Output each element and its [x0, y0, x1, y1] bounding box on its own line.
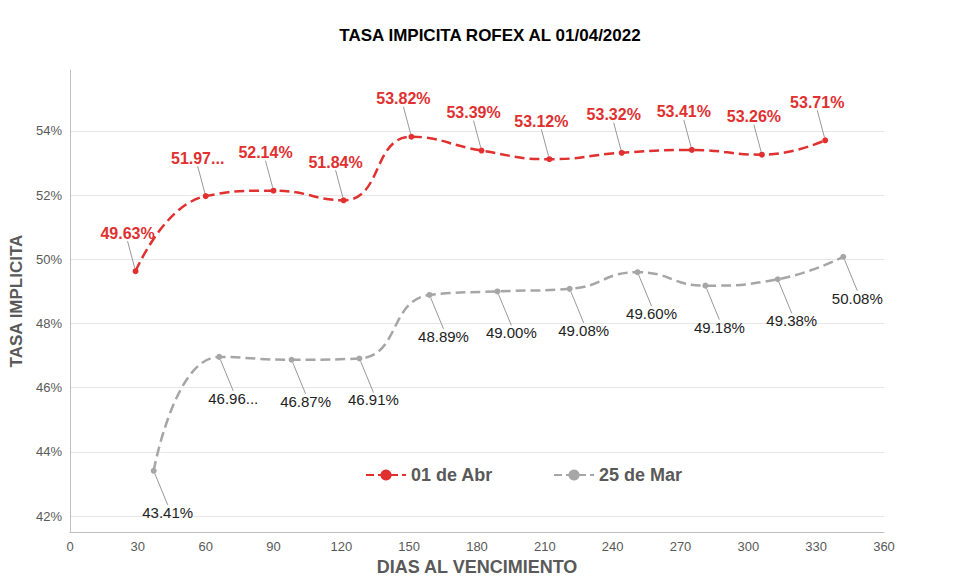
svg-text:46.96...: 46.96... — [208, 390, 258, 407]
svg-text:52%: 52% — [36, 188, 62, 203]
svg-text:120: 120 — [330, 539, 352, 554]
svg-text:TASA IMPLICITA: TASA IMPLICITA — [7, 235, 26, 368]
svg-text:49.63%: 49.63% — [100, 225, 154, 242]
svg-text:54%: 54% — [36, 123, 62, 138]
svg-text:53.39%: 53.39% — [446, 104, 500, 121]
svg-text:210: 210 — [534, 539, 556, 554]
svg-text:01 de Abr: 01 de Abr — [411, 465, 492, 485]
svg-text:53.82%: 53.82% — [376, 90, 430, 107]
svg-text:42%: 42% — [36, 509, 62, 524]
svg-text:52.14%: 52.14% — [238, 144, 292, 161]
svg-text:53.71%: 53.71% — [790, 94, 844, 111]
svg-text:48.89%: 48.89% — [418, 328, 469, 345]
svg-text:49.18%: 49.18% — [694, 319, 745, 336]
svg-text:53.26%: 53.26% — [727, 108, 781, 125]
svg-text:150: 150 — [398, 539, 420, 554]
svg-text:51.84%: 51.84% — [308, 154, 362, 171]
svg-text:180: 180 — [466, 539, 488, 554]
svg-text:DIAS AL VENCIMIENTO: DIAS AL VENCIMIENTO — [377, 557, 578, 577]
svg-text:46.91%: 46.91% — [348, 391, 399, 408]
svg-text:49.08%: 49.08% — [558, 322, 609, 339]
svg-text:300: 300 — [737, 539, 759, 554]
svg-text:43.41%: 43.41% — [142, 504, 193, 521]
svg-text:50.08%: 50.08% — [832, 290, 883, 307]
svg-text:49.38%: 49.38% — [766, 312, 817, 329]
svg-text:49.00%: 49.00% — [486, 324, 537, 341]
svg-text:53.12%: 53.12% — [514, 113, 568, 130]
svg-text:44%: 44% — [36, 444, 62, 459]
svg-text:46.87%: 46.87% — [280, 393, 331, 410]
svg-text:53.41%: 53.41% — [657, 103, 711, 120]
svg-text:270: 270 — [670, 539, 692, 554]
svg-text:53.32%: 53.32% — [587, 106, 641, 123]
svg-text:48%: 48% — [36, 316, 62, 331]
svg-text:TASA IMPICITA ROFEX AL 01/04/2: TASA IMPICITA ROFEX AL 01/04/2022 — [339, 26, 640, 45]
svg-text:49.60%: 49.60% — [626, 305, 677, 322]
svg-text:51.97...: 51.97... — [171, 150, 224, 167]
svg-text:30: 30 — [131, 539, 145, 554]
svg-text:330: 330 — [805, 539, 827, 554]
svg-text:50%: 50% — [36, 252, 62, 267]
svg-text:60: 60 — [198, 539, 212, 554]
svg-text:240: 240 — [602, 539, 624, 554]
svg-text:90: 90 — [266, 539, 280, 554]
svg-text:360: 360 — [873, 539, 895, 554]
svg-text:0: 0 — [66, 539, 73, 554]
svg-text:46%: 46% — [36, 380, 62, 395]
svg-text:25 de Mar: 25 de Mar — [599, 465, 682, 485]
